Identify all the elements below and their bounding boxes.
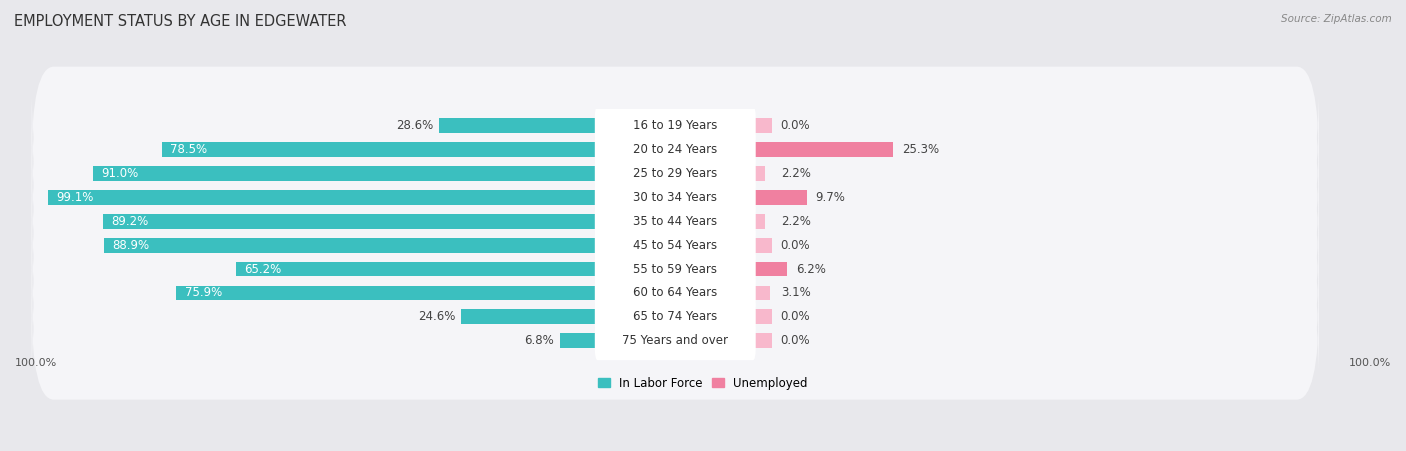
Bar bbox=[754, 142, 893, 157]
Bar bbox=[48, 190, 598, 205]
Text: 60 to 64 Years: 60 to 64 Years bbox=[633, 286, 717, 299]
Bar bbox=[104, 238, 598, 253]
Bar bbox=[754, 238, 772, 253]
Bar bbox=[754, 118, 772, 133]
Text: 99.1%: 99.1% bbox=[56, 191, 93, 204]
Bar bbox=[177, 285, 598, 300]
Text: 35 to 44 Years: 35 to 44 Years bbox=[633, 215, 717, 228]
Bar bbox=[236, 262, 598, 276]
FancyBboxPatch shape bbox=[595, 322, 755, 360]
Text: 6.2%: 6.2% bbox=[796, 262, 825, 276]
Bar bbox=[103, 214, 598, 229]
Text: 2.2%: 2.2% bbox=[780, 167, 810, 180]
Bar bbox=[754, 333, 772, 348]
FancyBboxPatch shape bbox=[595, 226, 755, 264]
Text: 6.8%: 6.8% bbox=[524, 334, 554, 347]
Text: 55 to 59 Years: 55 to 59 Years bbox=[633, 262, 717, 276]
Text: 65 to 74 Years: 65 to 74 Years bbox=[633, 310, 717, 323]
Text: 30 to 34 Years: 30 to 34 Years bbox=[633, 191, 717, 204]
FancyBboxPatch shape bbox=[595, 202, 755, 240]
Bar bbox=[754, 214, 765, 229]
Text: 3.1%: 3.1% bbox=[780, 286, 810, 299]
Bar bbox=[461, 309, 598, 324]
Text: 25 to 29 Years: 25 to 29 Years bbox=[633, 167, 717, 180]
Text: 45 to 54 Years: 45 to 54 Years bbox=[633, 239, 717, 252]
Bar bbox=[439, 118, 598, 133]
FancyBboxPatch shape bbox=[32, 258, 1319, 376]
Text: 0.0%: 0.0% bbox=[780, 310, 810, 323]
Text: 65.2%: 65.2% bbox=[245, 262, 281, 276]
FancyBboxPatch shape bbox=[32, 162, 1319, 280]
Bar bbox=[754, 309, 772, 324]
Legend: In Labor Force, Unemployed: In Labor Force, Unemployed bbox=[593, 372, 813, 395]
FancyBboxPatch shape bbox=[32, 186, 1319, 304]
FancyBboxPatch shape bbox=[595, 106, 755, 145]
FancyBboxPatch shape bbox=[32, 210, 1319, 328]
Bar bbox=[93, 166, 598, 181]
FancyBboxPatch shape bbox=[32, 234, 1319, 352]
Text: 24.6%: 24.6% bbox=[418, 310, 456, 323]
Bar bbox=[162, 142, 598, 157]
Text: 100.0%: 100.0% bbox=[15, 358, 58, 368]
Text: EMPLOYMENT STATUS BY AGE IN EDGEWATER: EMPLOYMENT STATUS BY AGE IN EDGEWATER bbox=[14, 14, 346, 28]
Text: 0.0%: 0.0% bbox=[780, 119, 810, 132]
FancyBboxPatch shape bbox=[595, 130, 755, 169]
Text: 20 to 24 Years: 20 to 24 Years bbox=[633, 143, 717, 156]
Bar bbox=[754, 166, 765, 181]
Text: 91.0%: 91.0% bbox=[101, 167, 138, 180]
FancyBboxPatch shape bbox=[595, 298, 755, 336]
Text: 9.7%: 9.7% bbox=[815, 191, 845, 204]
Text: 78.5%: 78.5% bbox=[170, 143, 208, 156]
FancyBboxPatch shape bbox=[595, 154, 755, 193]
FancyBboxPatch shape bbox=[32, 282, 1319, 400]
FancyBboxPatch shape bbox=[595, 250, 755, 289]
Text: 2.2%: 2.2% bbox=[780, 215, 810, 228]
Bar bbox=[560, 333, 598, 348]
FancyBboxPatch shape bbox=[32, 138, 1319, 256]
Bar bbox=[754, 285, 770, 300]
FancyBboxPatch shape bbox=[32, 91, 1319, 208]
Bar bbox=[754, 262, 787, 276]
Text: 16 to 19 Years: 16 to 19 Years bbox=[633, 119, 717, 132]
Bar bbox=[754, 190, 807, 205]
Text: 89.2%: 89.2% bbox=[111, 215, 148, 228]
FancyBboxPatch shape bbox=[595, 178, 755, 216]
Text: 25.3%: 25.3% bbox=[901, 143, 939, 156]
Text: 100.0%: 100.0% bbox=[1348, 358, 1391, 368]
Text: 0.0%: 0.0% bbox=[780, 239, 810, 252]
FancyBboxPatch shape bbox=[32, 115, 1319, 232]
Text: 75.9%: 75.9% bbox=[184, 286, 222, 299]
FancyBboxPatch shape bbox=[32, 67, 1319, 184]
Text: 28.6%: 28.6% bbox=[396, 119, 433, 132]
Text: 0.0%: 0.0% bbox=[780, 334, 810, 347]
Text: Source: ZipAtlas.com: Source: ZipAtlas.com bbox=[1281, 14, 1392, 23]
Text: 88.9%: 88.9% bbox=[112, 239, 150, 252]
FancyBboxPatch shape bbox=[595, 274, 755, 313]
Text: 75 Years and over: 75 Years and over bbox=[623, 334, 728, 347]
